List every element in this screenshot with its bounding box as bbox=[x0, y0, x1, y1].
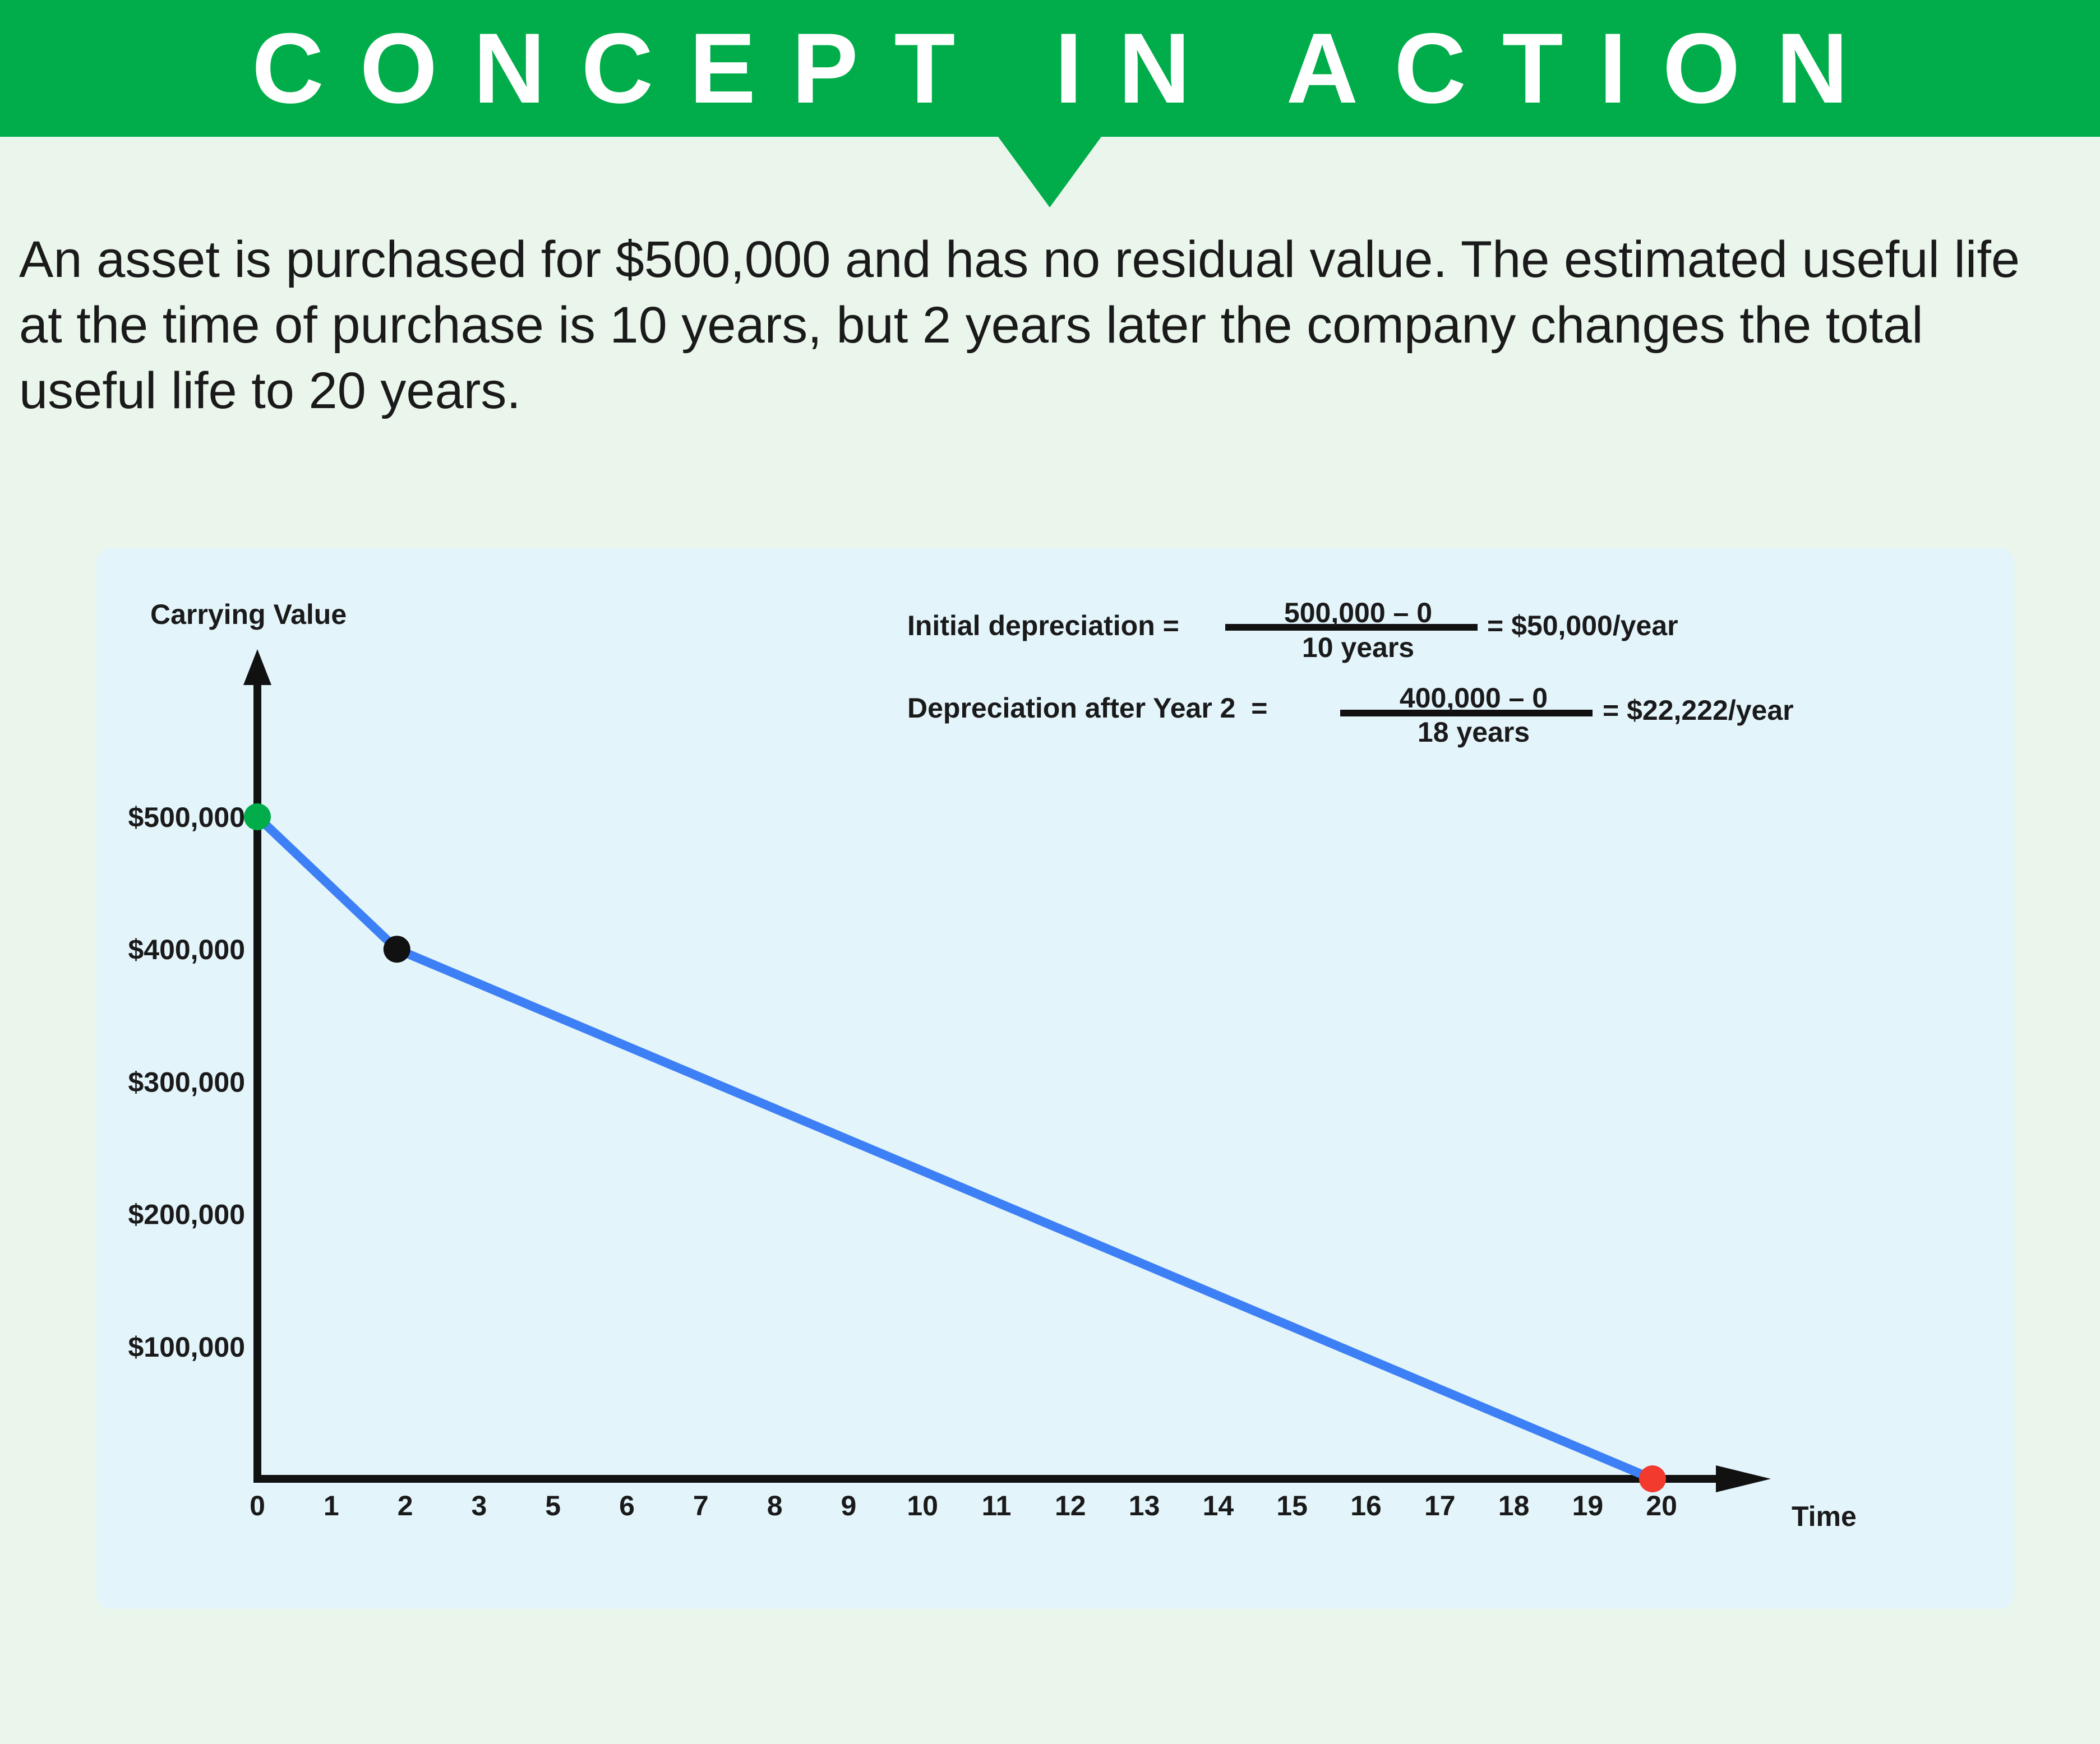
x-tick-label: 1 bbox=[324, 1490, 339, 1521]
x-tick-label: 18 bbox=[1498, 1490, 1530, 1521]
data-point-marker bbox=[383, 936, 410, 963]
formula-revised-numerator: 400,000 – 0 bbox=[1400, 682, 1548, 714]
x-tick-label: 8 bbox=[767, 1490, 783, 1521]
y-tick-label: $300,000 bbox=[128, 1066, 245, 1098]
x-tick-label: 5 bbox=[545, 1490, 561, 1521]
y-tick-label: $400,000 bbox=[128, 934, 245, 965]
formula-revised: Depreciation after Year 2 = 400,000 – 0 … bbox=[907, 682, 1794, 748]
formula-revised-label: Depreciation after Year 2 = bbox=[907, 692, 1267, 724]
y-tick-label: $500,000 bbox=[128, 802, 245, 833]
x-tick-label: 2 bbox=[398, 1490, 413, 1521]
formula-initial-denominator: 10 years bbox=[1302, 632, 1414, 663]
data-point-marker bbox=[244, 803, 271, 830]
x-tick-label: 3 bbox=[471, 1490, 487, 1521]
x-tick-label: 16 bbox=[1350, 1490, 1382, 1521]
data-point-marker bbox=[1639, 1465, 1666, 1492]
y-axis-label: Carrying Value bbox=[150, 599, 347, 630]
x-tick-label: 11 bbox=[982, 1490, 1012, 1521]
x-axis-label: Time bbox=[1792, 1501, 1857, 1532]
x-tick-label: 17 bbox=[1424, 1490, 1456, 1521]
chart-panel bbox=[96, 548, 2014, 1609]
formula-revised-denominator: 18 years bbox=[1418, 716, 1530, 748]
chart-axes bbox=[243, 649, 1771, 1492]
formula-initial: Initial depreciation = 500,000 – 0 10 ye… bbox=[907, 597, 1678, 663]
series-line-segment bbox=[253, 812, 401, 954]
x-tick-label: 7 bbox=[693, 1490, 709, 1521]
intro-text: An asset is purchased for $500,000 and h… bbox=[19, 231, 2020, 419]
x-tick-label: 14 bbox=[1203, 1490, 1234, 1521]
x-tick-label: 19 bbox=[1572, 1490, 1604, 1521]
x-tick-label: 12 bbox=[1055, 1490, 1086, 1521]
series-markers bbox=[244, 803, 1666, 1492]
formula-initial-result: = $50,000/year bbox=[1487, 610, 1678, 641]
series-line-segment bbox=[392, 945, 1657, 1483]
x-tick-label: 0 bbox=[250, 1490, 265, 1521]
header-banner: CONCEPT IN ACTION bbox=[0, 0, 2100, 137]
formula-revised-result: = $22,222/year bbox=[1603, 695, 1794, 726]
banner-title: CONCEPT IN ACTION bbox=[252, 12, 1884, 124]
x-tick-label: 20 bbox=[1646, 1490, 1677, 1521]
x-tick-label: 13 bbox=[1129, 1490, 1160, 1521]
y-axis-arrowhead bbox=[243, 649, 271, 685]
x-axis-arrowhead bbox=[1716, 1465, 1771, 1492]
x-tick-label: 10 bbox=[907, 1490, 938, 1521]
x-tick-labels: 0 1 2 3 5 6 7 8 9 10 11 12 13 14 15 16 17 18 19 20 bbox=[250, 1490, 1677, 1521]
formula-initial-numerator: 500,000 – 0 bbox=[1284, 597, 1432, 628]
banner-pointer bbox=[998, 137, 1101, 207]
series-lines bbox=[253, 812, 1657, 1483]
formula-initial-label: Initial depreciation = bbox=[907, 610, 1179, 641]
y-tick-label: $100,000 bbox=[128, 1331, 245, 1363]
y-tick-labels: $100,000 $200,000 $300,000 $400,000 $500,000 bbox=[128, 802, 245, 1363]
x-tick-label: 9 bbox=[841, 1490, 856, 1521]
x-tick-label: 15 bbox=[1276, 1490, 1308, 1521]
x-tick-label: 6 bbox=[619, 1490, 635, 1521]
y-tick-label: $200,000 bbox=[128, 1199, 245, 1230]
